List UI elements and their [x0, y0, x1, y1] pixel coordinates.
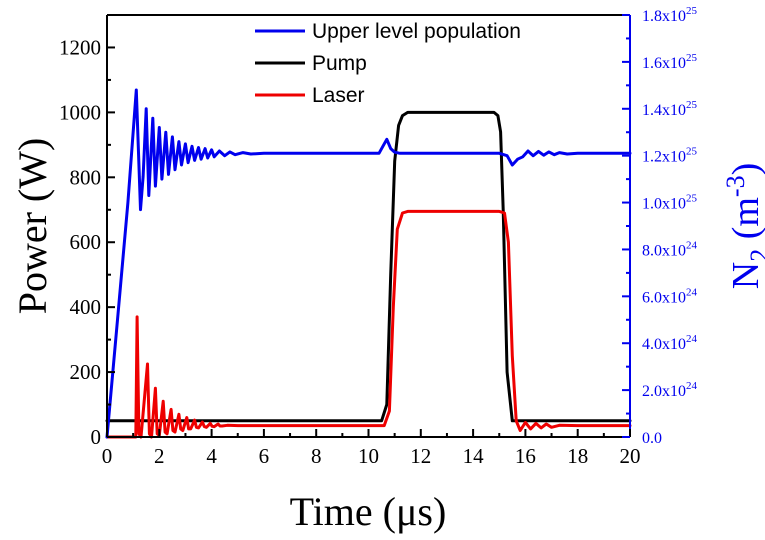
left-axis-title: Power (W): [10, 138, 55, 315]
y-right-tick-label: 6.0x1024: [642, 286, 698, 306]
x-tick-label: 18: [567, 444, 588, 468]
right-axis-title-close: ): [725, 163, 765, 176]
x-tick-label: 0: [102, 444, 113, 468]
legend-label-pump: Pump: [312, 52, 367, 75]
y-left-tick-label: 0: [91, 425, 102, 449]
legend: Upper level population Pump Laser: [255, 20, 521, 107]
right-axis-title-sub: 2: [745, 249, 765, 262]
x-tick-label: 14: [463, 444, 485, 468]
right-axis-title-rest: (m: [725, 197, 765, 249]
x-axis-title: Time (μs): [290, 489, 447, 534]
right-axis-title-sup: -3: [721, 175, 750, 197]
y-right-tick-label: 1.4x1025: [642, 99, 698, 119]
x-tick-label: 20: [620, 444, 641, 468]
x-tick-label: 10: [358, 444, 379, 468]
series-line-upper-level-population: [105, 88, 632, 439]
y-right-tick-label: 1.2x1025: [642, 146, 698, 166]
legend-label-laser: Laser: [312, 84, 365, 107]
y-right-tick-label: 1.6x1025: [642, 52, 698, 72]
y-right-tick-label: 8.0x1024: [642, 239, 698, 259]
y-left-tick-label: 800: [70, 165, 102, 189]
y-right-tick-label: 4.0x1024: [642, 333, 698, 353]
series-line-pump: [105, 110, 632, 423]
y-right-tick-label: 2.0x1024: [642, 380, 698, 400]
y-left-tick-label: 400: [70, 295, 102, 319]
x-tick-label: 6: [259, 444, 270, 468]
legend-label-upper-level-population: Upper level population: [312, 20, 521, 43]
axes-layer: 0 2 4 6 8 10 12 14 16 18 200200400600800100012000.…: [59, 5, 698, 468]
x-tick-label: 16: [515, 444, 536, 468]
plot-area: [107, 15, 630, 437]
x-tick-label: 2: [154, 444, 165, 468]
right-axis-title: N2 (m-3): [721, 163, 765, 290]
right-axis-title-main: N: [725, 262, 765, 289]
y-right-tick-label: 0.0: [642, 430, 662, 447]
y-right-tick-label: 1.0x1025: [642, 193, 698, 213]
y-left-tick-label: 1200: [59, 35, 101, 59]
x-tick-label: 4: [206, 444, 217, 468]
y-left-tick-label: 1000: [59, 100, 101, 124]
x-tick-label: 12: [410, 444, 431, 468]
y-left-tick-label: 200: [70, 360, 102, 384]
y-left-tick-label: 600: [70, 230, 102, 254]
y-right-tick-label: 1.8x1025: [642, 5, 698, 25]
x-tick-label: 8: [311, 444, 322, 468]
